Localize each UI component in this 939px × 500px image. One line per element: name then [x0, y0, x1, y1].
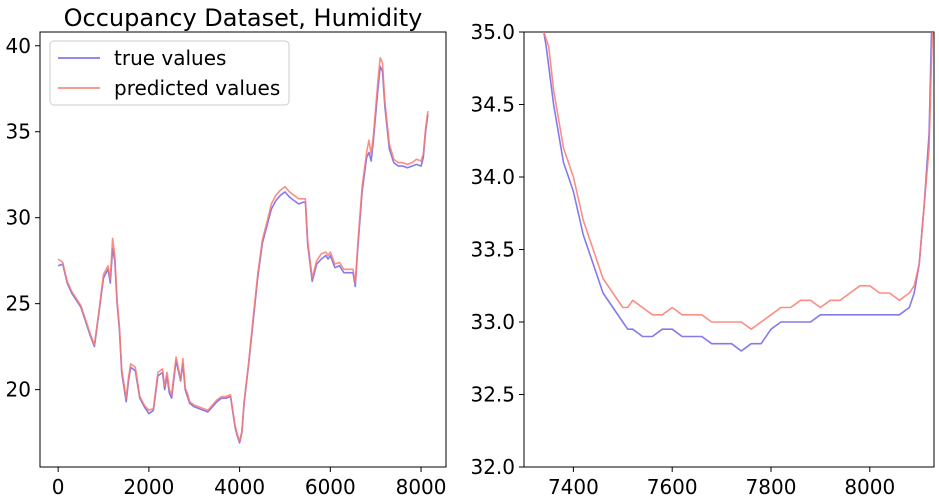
y-tick-label: 34.0 — [470, 165, 515, 189]
legend-label-true-values: true values — [114, 46, 226, 70]
left-y-axis: 20 25 30 35 40 — [6, 34, 40, 402]
right-x-axis: 7400 7600 7800 8000 — [548, 467, 895, 499]
right-chart: 7400 7600 7800 8000 32.0 32.5 33.0 33.5 34.0 34.… — [470, 20, 935, 499]
series-line-predicted-values — [542, 32, 934, 331]
x-tick-label: 0 — [52, 475, 65, 499]
x-tick-label: 8000 — [844, 475, 895, 499]
legend: true values predicted values — [49, 40, 290, 106]
right-y-axis: 32.0 32.5 33.0 33.5 34.0 34.5 35.0 — [470, 20, 524, 479]
y-tick-label: 32.0 — [470, 455, 515, 479]
legend-label-predicted-values: predicted values — [114, 76, 280, 100]
y-tick-label: 34.5 — [470, 93, 515, 117]
series-line-predicted-values — [57, 56, 429, 443]
series-line-true-values — [57, 65, 429, 444]
right-series — [542, 32, 934, 352]
x-tick-label: 4000 — [214, 475, 265, 499]
y-tick-label: 30 — [6, 206, 31, 230]
y-tick-label: 32.5 — [470, 383, 515, 407]
x-tick-label: 2000 — [123, 475, 174, 499]
x-tick-label: 7600 — [647, 475, 698, 499]
left-series — [57, 56, 429, 444]
y-tick-label: 20 — [6, 378, 31, 402]
x-tick-label: 7800 — [746, 475, 797, 499]
legend-box — [49, 40, 290, 106]
right-plot-frame — [523, 31, 935, 468]
left-chart-title: Occupancy Dataset, Humidity — [64, 4, 423, 32]
y-tick-label: 33.5 — [470, 238, 515, 262]
series-line-true-values — [542, 32, 933, 352]
left-x-axis: 0 2000 4000 6000 8000 — [52, 467, 447, 499]
x-tick-label: 8000 — [396, 475, 447, 499]
y-tick-label: 25 — [6, 292, 31, 316]
y-tick-label: 35 — [6, 120, 31, 144]
left-plot-frame — [39, 31, 447, 468]
y-tick-label: 35.0 — [470, 20, 515, 44]
y-tick-label: 40 — [6, 34, 31, 58]
left-chart: Occupancy Dataset, Humidity 0 2000 4000 600… — [6, 4, 447, 499]
x-tick-label: 7400 — [548, 475, 599, 499]
x-tick-label: 6000 — [305, 475, 356, 499]
y-tick-label: 33.0 — [470, 310, 515, 334]
